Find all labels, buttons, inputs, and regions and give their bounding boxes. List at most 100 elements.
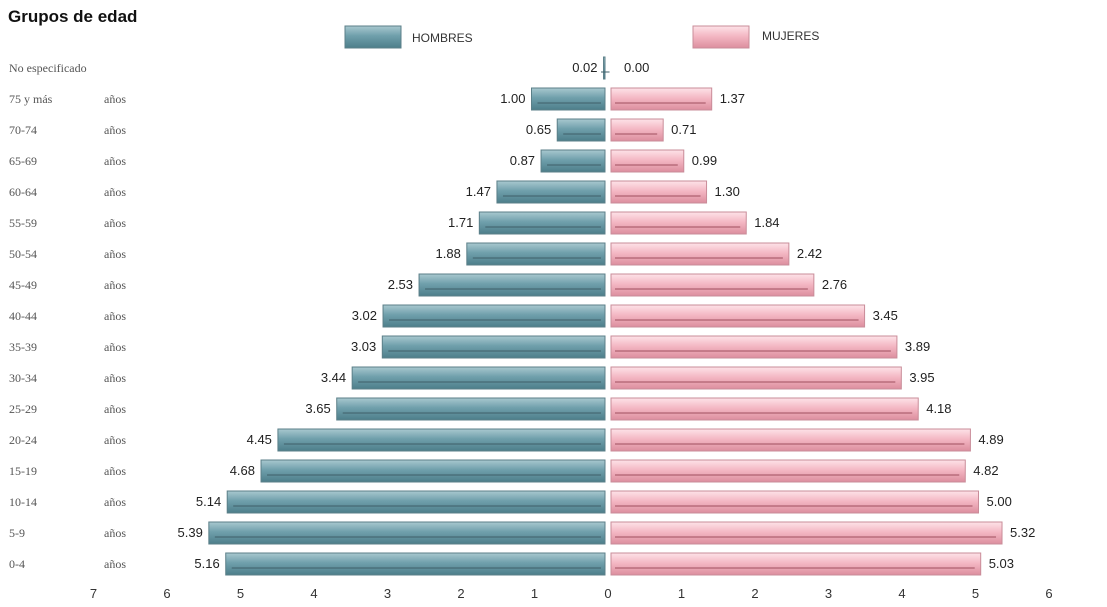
male-value-label: 1.00: [500, 91, 525, 106]
age-group-label: 45-49: [9, 278, 37, 292]
pyramid-row: 75 y más años 1.00 1.37: [9, 87, 745, 111]
female-value-label: 1.30: [715, 184, 740, 199]
age-group-label: No especificado: [9, 61, 87, 75]
pyramid-row: 25-29 años 3.65 4.18: [9, 397, 952, 421]
age-group-label: 10-14: [9, 495, 37, 509]
age-unit-label: años: [104, 433, 126, 447]
male-value-label: 5.14: [196, 494, 221, 509]
legend-swatch-mujeres: [692, 25, 750, 49]
female-value-label: 5.32: [1010, 525, 1035, 540]
female-bar: [610, 87, 713, 111]
age-unit-label: años: [104, 278, 126, 292]
age-unit-label: años: [104, 495, 126, 509]
age-unit-label: años: [104, 309, 126, 323]
x-tick-label-left: 5: [237, 586, 244, 601]
age-group-label: 5-9: [9, 526, 25, 540]
age-unit-label: años: [104, 402, 126, 416]
age-unit-label: años: [104, 371, 126, 385]
legend-label-mujeres: MUJERES: [762, 29, 819, 43]
pyramid-row: 50-54 años 1.88 2.42: [9, 242, 822, 266]
male-value-label: 3.65: [305, 401, 330, 416]
x-tick-label-left: 0: [604, 586, 611, 601]
male-bar: [225, 552, 606, 576]
male-bar: [226, 490, 606, 514]
female-value-label: 1.84: [754, 215, 779, 230]
female-value-label: 4.82: [973, 463, 998, 478]
male-bar: [208, 521, 606, 545]
female-bar: [610, 304, 866, 328]
female-bar: [610, 273, 815, 297]
male-value-label: 4.68: [230, 463, 255, 478]
female-bar: [610, 242, 790, 266]
female-value-label: 0.71: [671, 122, 696, 137]
age-group-label: 60-64: [9, 185, 37, 199]
legend-label-hombres: HOMBRES: [412, 31, 473, 45]
male-bar: [260, 459, 606, 483]
pyramid-row: 20-24 años 4.45 4.89: [9, 428, 1004, 452]
male-bar: [531, 87, 606, 111]
age-group-label: 50-54: [9, 247, 37, 261]
male-value-label: 1.88: [436, 246, 461, 261]
female-bar: [610, 366, 902, 390]
female-value-label: 3.95: [909, 370, 934, 385]
male-bar: [556, 118, 606, 142]
x-tick-label-right: 4: [898, 586, 905, 601]
male-value-label: 3.03: [351, 339, 376, 354]
x-tick-label-right: 2: [751, 586, 758, 601]
age-unit-label: años: [104, 92, 126, 106]
chart-title: Grupos de edad: [8, 7, 137, 26]
x-tick-label-right: 1: [678, 586, 685, 601]
male-value-label: 1.71: [448, 215, 473, 230]
pyramid-rows: No especificado 0.02 0.00 75 y más años 1.00 1…: [9, 56, 1035, 576]
female-value-label: 3.89: [905, 339, 930, 354]
x-tick-label-left: 6: [163, 586, 170, 601]
age-unit-label: años: [104, 216, 126, 230]
pyramid-row: 60-64 años 1.47 1.30: [9, 180, 740, 204]
female-bar: [610, 211, 747, 235]
age-group-label: 55-59: [9, 216, 37, 230]
age-unit-label: años: [104, 557, 126, 571]
x-tick-label-right: 6: [1045, 586, 1052, 601]
female-value-label: 4.18: [926, 401, 951, 416]
age-unit-label: años: [104, 340, 126, 354]
age-unit-label: años: [104, 185, 126, 199]
age-group-label: 40-44: [9, 309, 37, 323]
age-unit-label: años: [104, 154, 126, 168]
female-value-label: 0.99: [692, 153, 717, 168]
male-bar: [277, 428, 606, 452]
pyramid-row: 5-9 años 5.39 5.32: [9, 521, 1035, 545]
age-unit-label: años: [104, 464, 126, 478]
age-group-label: 30-34: [9, 371, 37, 385]
pyramid-row: 35-39 años 3.03 3.89: [9, 335, 930, 359]
female-value-label: 0.00: [624, 60, 649, 75]
male-bar: [496, 180, 606, 204]
female-value-label: 4.89: [978, 432, 1003, 447]
male-bar: [540, 149, 606, 173]
female-value-label: 1.37: [720, 91, 745, 106]
pyramid-row: 55-59 años 1.71 1.84: [9, 211, 780, 235]
male-value-label: 1.47: [466, 184, 491, 199]
female-bar: [610, 180, 708, 204]
x-tick-label-left: 1: [531, 586, 538, 601]
female-bar: [610, 521, 1003, 545]
legend: HOMBRES MUJERES: [344, 25, 819, 49]
male-bar: [351, 366, 606, 390]
female-value-label: 5.00: [987, 494, 1012, 509]
x-axis: 765432101234567: [90, 586, 1053, 601]
pyramid-row: 0-4 años 5.16 5.03: [9, 552, 1014, 576]
female-bar: [610, 397, 919, 421]
age-group-label: 20-24: [9, 433, 37, 447]
female-value-label: 2.76: [822, 277, 847, 292]
pyramid-row: 10-14 años 5.14 5.00: [9, 490, 1012, 514]
age-group-label: 15-19: [9, 464, 37, 478]
male-value-label: 0.87: [510, 153, 535, 168]
age-unit-label: años: [104, 247, 126, 261]
male-bar: [336, 397, 606, 421]
pyramid-row: 45-49 años 2.53 2.76: [9, 273, 847, 297]
pyramid-row: 70-74 años 0.65 0.71: [9, 118, 696, 142]
male-value-label: 0.02: [572, 60, 597, 75]
pyramid-row: No especificado 0.02 0.00: [9, 56, 649, 80]
age-group-label: 0-4: [9, 557, 25, 571]
male-bar: [478, 211, 606, 235]
